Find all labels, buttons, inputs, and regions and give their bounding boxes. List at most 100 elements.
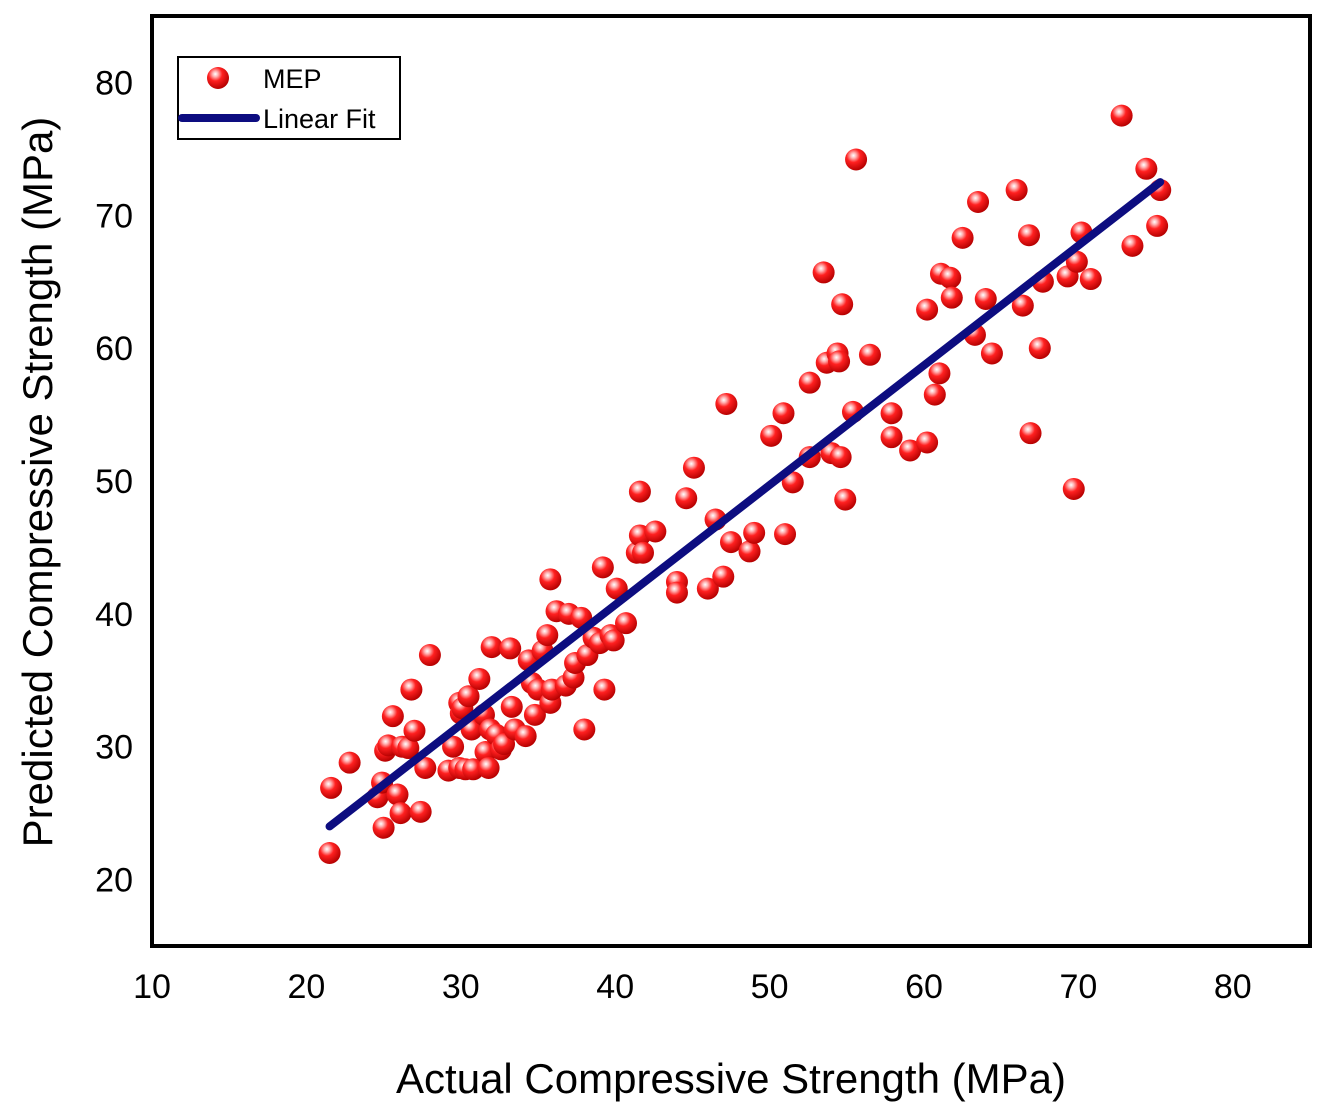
data-point (974, 287, 997, 310)
x-tick-label: 80 (1214, 968, 1252, 1006)
x-axis-ticks: 10 20 30 40 50 60 70 80 (133, 968, 1252, 1006)
data-point (631, 541, 654, 564)
data-point (403, 719, 426, 742)
y-tick-label: 60 (95, 330, 133, 368)
data-point (880, 402, 903, 425)
x-axis-title: Actual Compressive Strength (MPa) (396, 1055, 1066, 1102)
data-point (414, 756, 437, 779)
x-tick-label: 30 (442, 968, 480, 1006)
data-point (418, 644, 441, 667)
x-tick-label: 60 (905, 968, 943, 1006)
data-point (772, 402, 795, 425)
data-point (829, 446, 852, 469)
data-point (760, 424, 783, 447)
data-point (951, 226, 974, 249)
data-point (743, 521, 766, 544)
data-point (1110, 104, 1133, 127)
legend-marker-mep (207, 67, 229, 89)
y-tick-label: 80 (95, 64, 133, 102)
x-tick-label: 40 (596, 968, 634, 1006)
data-point (916, 298, 939, 321)
data-point (1065, 250, 1088, 273)
data-point (536, 624, 559, 647)
data-point (539, 568, 562, 591)
y-tick-label: 50 (95, 463, 133, 501)
data-point (573, 718, 596, 741)
y-tick-label: 40 (95, 596, 133, 634)
data-point (834, 488, 857, 511)
data-point (1079, 268, 1102, 291)
data-point (409, 800, 432, 823)
data-point (628, 480, 651, 503)
x-tick-label: 20 (287, 968, 325, 1006)
data-point (923, 383, 946, 406)
data-point (845, 148, 868, 171)
data-point (397, 737, 420, 760)
data-point (514, 725, 537, 748)
data-point (665, 581, 688, 604)
data-point (1121, 234, 1144, 257)
data-point (372, 816, 395, 839)
data-point (738, 540, 761, 563)
data-point (899, 439, 922, 462)
x-tick-label: 70 (1059, 968, 1097, 1006)
data-point (831, 293, 854, 316)
y-axis-ticks: 20 30 40 50 60 70 80 (95, 64, 133, 899)
data-point (682, 456, 705, 479)
legend-label-linear-fit: Linear Fit (263, 104, 376, 134)
data-point (389, 802, 412, 825)
data-point (798, 371, 821, 394)
data-point (712, 565, 735, 588)
y-tick-label: 70 (95, 197, 133, 235)
data-point (781, 471, 804, 494)
data-point (442, 735, 465, 758)
data-point (858, 343, 881, 366)
data-point (1062, 477, 1085, 500)
data-point (499, 637, 522, 660)
plot-frame (150, 14, 1312, 948)
data-point (715, 392, 738, 415)
data-point (468, 667, 491, 690)
data-point (696, 577, 719, 600)
data-point (615, 612, 638, 635)
data-point (967, 191, 990, 213)
data-point (500, 695, 523, 718)
data-point (400, 678, 423, 701)
y-tick-label: 20 (95, 862, 133, 900)
data-point (1005, 179, 1028, 202)
data-point (644, 520, 667, 543)
data-point (928, 362, 951, 385)
data-point (591, 556, 614, 579)
scatter-points-mep (318, 104, 1172, 864)
data-point (318, 842, 341, 864)
y-axis-title: Predicted Compressive Strength (MPa) (14, 117, 61, 848)
data-point (386, 783, 409, 806)
data-point (523, 703, 546, 726)
data-point (939, 266, 962, 289)
data-point (480, 636, 503, 659)
data-point (940, 286, 963, 309)
data-point (1019, 422, 1042, 445)
data-point (605, 577, 628, 600)
data-point (828, 350, 851, 373)
data-point (381, 705, 404, 728)
data-point (980, 342, 1003, 365)
legend-label-mep: MEP (263, 64, 322, 94)
x-tick-label: 10 (133, 968, 171, 1006)
data-point (320, 776, 343, 799)
data-point (720, 531, 742, 554)
data-point (675, 487, 698, 510)
x-tick-label: 50 (751, 968, 789, 1006)
data-point (1146, 214, 1169, 237)
data-point (880, 426, 903, 449)
data-point (774, 523, 797, 546)
data-point (1011, 294, 1034, 317)
legend: MEP Linear Fit (177, 56, 401, 140)
data-point (916, 431, 939, 454)
data-point (1017, 224, 1040, 247)
data-point (1028, 337, 1051, 360)
data-point (477, 756, 500, 779)
data-point (812, 261, 835, 284)
data-point (1135, 157, 1158, 180)
